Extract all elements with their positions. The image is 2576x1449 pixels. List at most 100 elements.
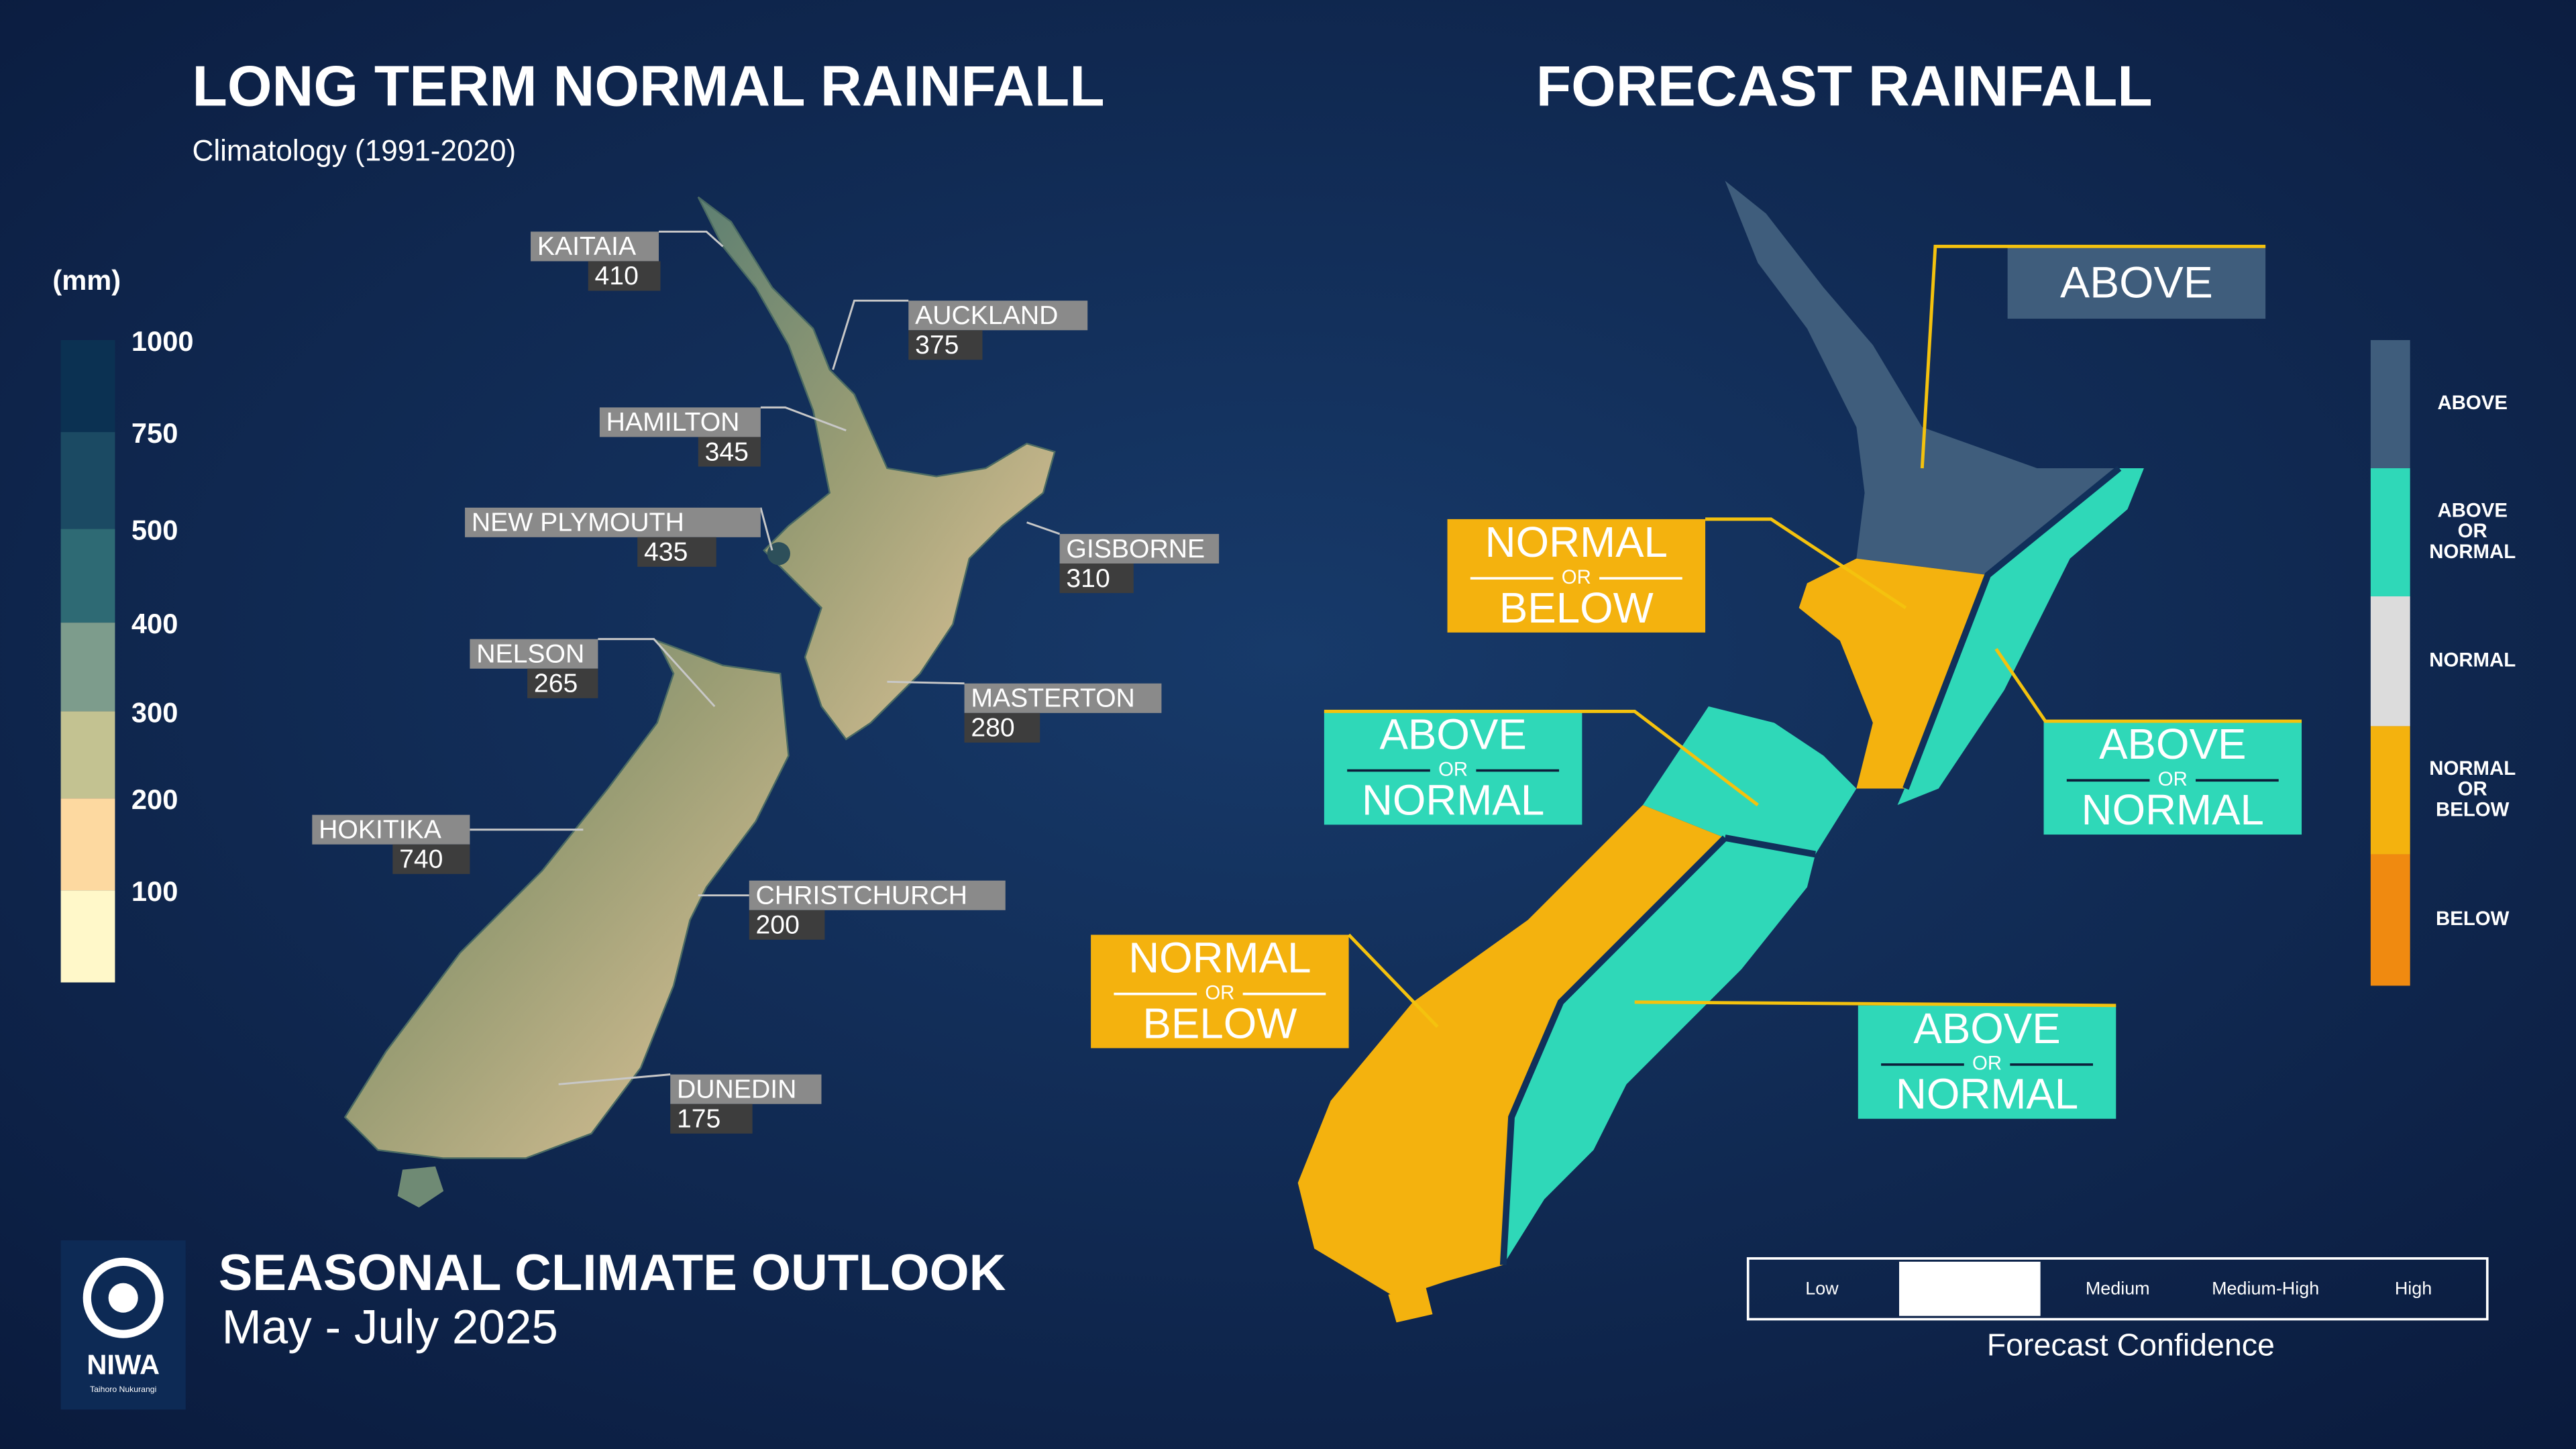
location-value-box (1059, 564, 1134, 594)
logo-subtitle: Taihoro Nukurangi (90, 1385, 156, 1394)
location-name: MASTERTON (971, 684, 1135, 713)
location-value-box (908, 330, 983, 360)
legend-label: ABOVE (2437, 392, 2507, 414)
forecast-label-text: OR (1438, 758, 1468, 780)
forecast-label-text: NORMAL (1362, 776, 1544, 824)
location-value: 310 (1066, 564, 1110, 593)
forecast-label-text: ABOVE (2060, 258, 2213, 308)
leader-line (1920, 244, 2266, 469)
location-value: 280 (971, 714, 1014, 743)
stewart-island-forecast (1388, 1288, 1433, 1323)
region-west-south (1297, 805, 1725, 1298)
location-value: 435 (644, 538, 688, 567)
location-value: 740 (399, 845, 443, 874)
confidence-level: High (2395, 1279, 2432, 1299)
left-subtitle: Climatology (1991-2020) (193, 134, 517, 167)
legend-tick-label: 500 (131, 514, 178, 545)
location-name-box (599, 407, 761, 437)
leader-line (1324, 709, 1759, 806)
legend-tick-label: 400 (131, 608, 178, 639)
location-name-box (670, 1074, 822, 1104)
legend-tick-label: 1000 (131, 325, 194, 357)
location-name-box (908, 301, 1088, 331)
region-borders (1499, 466, 2122, 1265)
legend-swatch (2370, 468, 2410, 596)
forecast-label-text: ABOVE (2099, 720, 2246, 768)
legend-label: NORMAL (2429, 541, 2516, 563)
location-name-box (470, 639, 598, 669)
forecast-label-text: OR (1205, 981, 1234, 1004)
forecast-label-box (1447, 519, 1706, 633)
legend-label: BELOW (2436, 798, 2510, 820)
region-nelson (1642, 706, 1857, 855)
location-value-box (588, 261, 661, 291)
legend-swatch (2370, 596, 2410, 727)
region-west-north (1799, 558, 1988, 789)
legend-swatch (60, 798, 115, 891)
location-name-box (312, 814, 470, 845)
legend-swatch (60, 711, 115, 799)
leader-line (1994, 647, 2302, 723)
forecast-label-box (2043, 721, 2302, 835)
legend-unit: (mm) (52, 264, 121, 296)
legend-tick-label: 200 (131, 784, 178, 815)
legend-swatch (60, 529, 115, 623)
forecast-label-text: NORMAL (1896, 1071, 2078, 1118)
region-northland (1725, 180, 2120, 576)
legend-label: OR (2458, 778, 2487, 800)
location-value: 375 (915, 331, 959, 360)
forecast-label-text: ABOVE (1379, 710, 1526, 758)
legend-label: ABOVE (2437, 500, 2507, 522)
confidence-box (1746, 1257, 2489, 1321)
legend-swatch (2370, 854, 2410, 986)
location-name-box (1059, 533, 1220, 564)
right-map (1297, 180, 2144, 1323)
leader-line (887, 680, 965, 685)
forecast-label-text: OR (1562, 566, 1591, 588)
forecast-label-text: NORMAL (1485, 519, 1668, 566)
legend-swatch (60, 890, 115, 983)
legend-label: BELOW (2436, 908, 2510, 930)
location-name-box (749, 880, 1006, 910)
leader-line (1705, 517, 1907, 610)
confidence-level: Low-Medium (1918, 1279, 2021, 1299)
location-name: AUCKLAND (915, 301, 1058, 330)
legend-label: NORMAL (2429, 757, 2516, 780)
stewart-island (397, 1166, 444, 1208)
legend-swatch (2370, 339, 2410, 468)
logo-mark (83, 1257, 164, 1338)
location-name-box (964, 683, 1162, 713)
forecast-label-text: NORMAL (1128, 934, 1311, 981)
location-name-box (531, 231, 659, 262)
location-value: 200 (756, 911, 800, 940)
left-title: LONG TERM NORMAL RAINFALL (193, 54, 1105, 118)
location-name: HAMILTON (606, 408, 740, 437)
location-value-box (392, 844, 470, 874)
region-east-north (1897, 468, 2144, 805)
confidence-level: Medium (2086, 1279, 2150, 1299)
leader-line (760, 406, 847, 432)
forecast-label-text: ABOVE (1913, 1005, 2060, 1053)
location-value: 175 (677, 1105, 720, 1134)
leader-line (1026, 521, 1061, 535)
location-name: NELSON (476, 639, 584, 668)
location-name: HOKITIKA (319, 816, 442, 845)
logo-box (60, 1240, 186, 1410)
leader-line (659, 230, 724, 248)
location-value: 345 (705, 437, 749, 466)
footer: NIWA Taihoro Nukurangi SEASONAL CLIMATE … (60, 1240, 1006, 1410)
left-map (343, 196, 1056, 1208)
legend-swatch (60, 623, 115, 712)
legend-swatch (60, 339, 115, 433)
location-value-box (964, 712, 1040, 743)
